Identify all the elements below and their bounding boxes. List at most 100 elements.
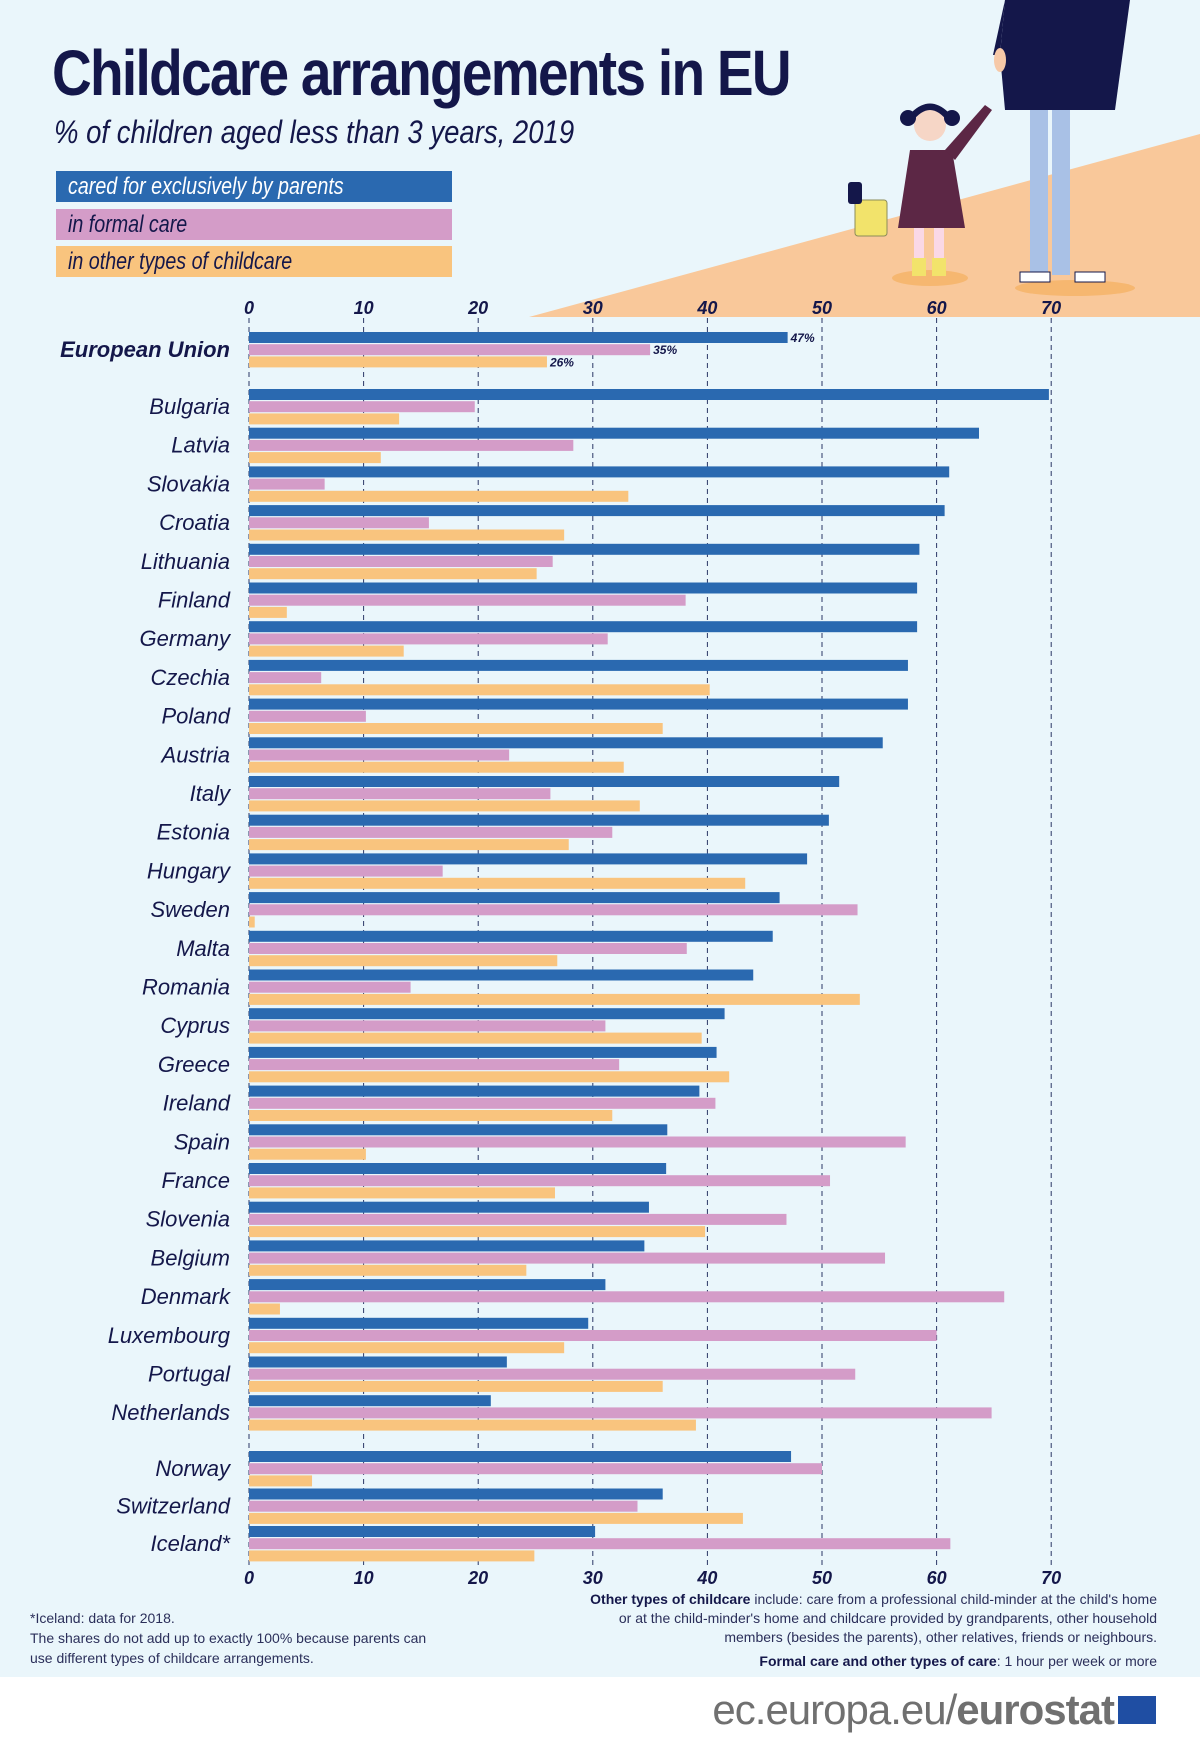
note-formal-care-text: : 1 hour per week or more [996,1653,1157,1669]
bar-formal [249,478,325,490]
bar-formal [249,1330,937,1341]
bar-formal [249,1368,856,1380]
bar-parents [249,1526,596,1537]
bar-formal [249,1059,620,1071]
bar-formal [249,981,411,993]
bar-other [249,916,255,928]
bar-other [249,490,629,502]
bar-other [249,606,287,618]
tick-label: 10 [354,298,374,318]
category-label: Belgium [151,1245,230,1270]
category-label: Iceland* [150,1531,231,1556]
category-label: Lithuania [141,549,230,574]
bar-parents [249,1317,589,1329]
x-axis-top: 0 10 20 30 40 50 60 70 [244,298,1061,318]
page-title: Childcare arrangements in EU [52,37,792,109]
category-label: Malta [176,936,230,961]
category-label: Czechia [151,665,230,690]
bar-parents [249,853,808,865]
eurostat-logo[interactable]: ec.europa.eu/eurostat [712,1686,1156,1734]
bar-formal [249,1020,606,1032]
legend-item-parents: cared for exclusively by parents [56,171,452,202]
tick-label: 60 [927,298,947,318]
bar-parents [249,814,829,826]
bar-parents [249,1395,491,1407]
data-label: 35% [653,343,677,357]
bar-formal [249,1407,992,1419]
tick-label: 20 [467,1568,488,1588]
bar-parents [249,737,883,749]
bar-formal [249,865,443,877]
bar-parents [249,505,945,517]
bar-other [249,1110,613,1121]
category-label: Latvia [171,433,230,458]
tick-label: 10 [354,1568,374,1588]
bar-other [249,1148,366,1160]
bar-formal [249,672,322,684]
note-other-types-3: members (besides the parents), other rel… [724,1629,1157,1645]
category-label: Slovakia [147,471,230,496]
bar-other [249,1032,702,1044]
bar-formal [249,1463,822,1475]
category-label: Portugal [148,1362,231,1387]
footnote-iceland: *Iceland: data for 2018. [30,1610,175,1626]
bar-other [249,645,404,657]
bar-other [249,1342,565,1354]
bar-other [249,761,624,773]
bar-other [249,1226,706,1238]
page-subtitle: % of children aged less than 3 years, 20… [54,114,575,150]
bar-formal [249,1252,886,1264]
bar-parents [249,1201,649,1213]
bar-formal [249,401,475,413]
category-label: Austria [160,742,230,767]
category-label: France [162,1168,230,1193]
category-label: Greece [158,1052,230,1077]
bar-formal [249,517,429,529]
logo-brand: eurostat [956,1686,1115,1733]
category-label: Netherlands [111,1400,230,1425]
bar-parents [249,389,1049,400]
category-labels: European Union Bulgaria Latvia Slovakia Croa… [60,337,232,1556]
bar-other [249,356,547,368]
bar-formal [249,344,651,356]
bar-formal [249,710,366,722]
bar-parents [249,543,920,555]
legend-item-other: in other types of childcare [56,246,452,277]
bar-parents [249,659,908,671]
bar-parents [249,621,918,633]
tick-label: 70 [1041,298,1061,318]
footnote-shares-1: The shares do not add up to exactly 100%… [30,1630,427,1646]
bar-other [249,684,710,696]
bar-other [249,800,640,812]
bar-formal [249,1097,716,1109]
bar-parents [249,1451,792,1462]
bar-other [249,955,558,967]
bar-formal [249,749,510,761]
bar-other [249,1419,696,1431]
category-label: Estonia [157,820,230,845]
category-label: Ireland [163,1091,231,1116]
category-label: Italy [190,781,232,806]
bar-formal [249,1213,787,1225]
bar-formal [249,633,608,645]
bar-formal [249,826,613,838]
category-label: Spain [174,1129,230,1154]
legend-item-formal: in formal care [56,209,452,240]
bar-parents [249,1163,667,1174]
bar-other [249,1380,663,1392]
category-label: Romania [142,975,230,1000]
bar-other [249,1512,743,1524]
x-axis-bottom: 0 10 20 30 40 50 60 70 [244,1568,1061,1588]
bar-parents [249,698,908,710]
category-label: Hungary [147,858,232,883]
category-label: Luxembourg [108,1323,231,1348]
category-label: Slovenia [146,1207,230,1232]
bar-parents [249,1046,717,1058]
bar-parents [249,582,918,594]
data-label: 47% [790,331,815,345]
bar-formal [249,594,686,606]
note-other-types-1: Other types of childcare include: care f… [590,1591,1157,1607]
tick-label: 50 [812,298,832,318]
bar-parents [249,776,840,787]
